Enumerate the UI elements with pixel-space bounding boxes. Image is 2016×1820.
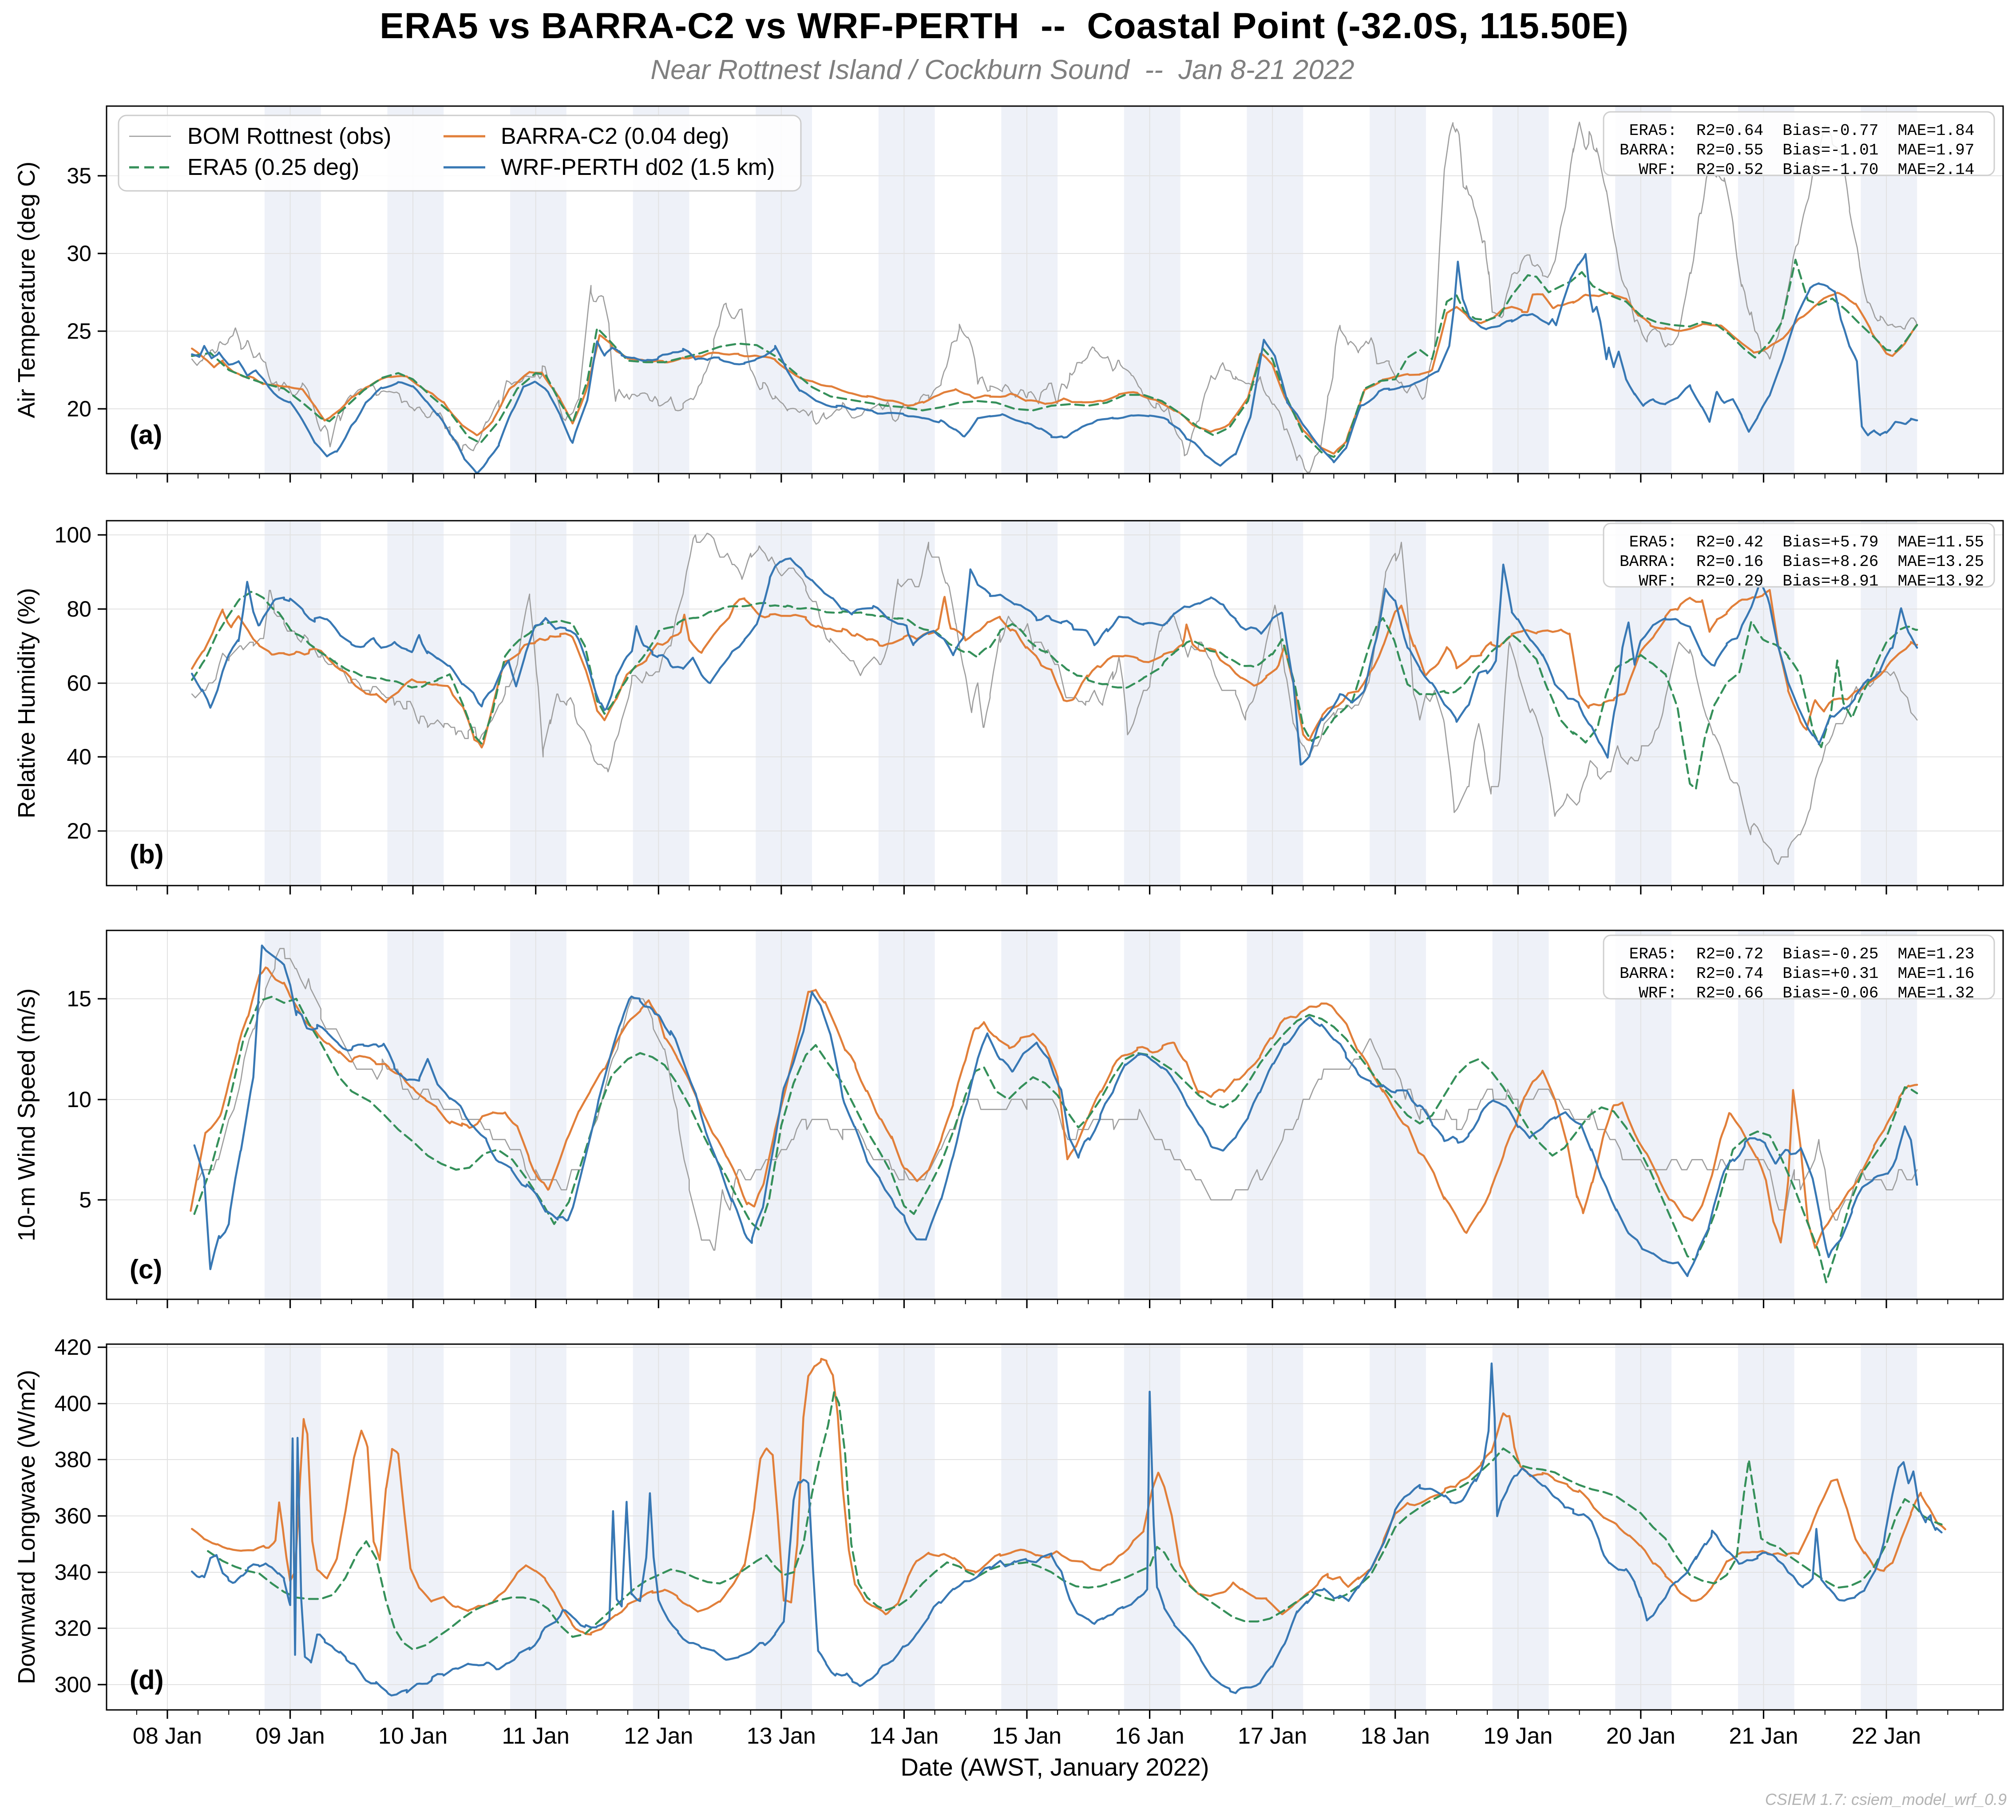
svg-text:08 Jan: 08 Jan [133, 1723, 202, 1749]
svg-text:CSIEM 1.7: csiem_model_wrf_0.9: CSIEM 1.7: csiem_model_wrf_0.9 [1765, 1790, 2007, 1808]
svg-text:17 Jan: 17 Jan [1238, 1723, 1307, 1749]
svg-text:(d): (d) [130, 1665, 164, 1695]
svg-text:80: 80 [67, 597, 91, 621]
svg-text:10-m Wind Speed (m/s): 10-m Wind Speed (m/s) [13, 988, 40, 1241]
svg-text:20 Jan: 20 Jan [1606, 1723, 1675, 1749]
svg-text:420: 420 [55, 1335, 91, 1360]
svg-text:BOM Rottnest (obs): BOM Rottnest (obs) [187, 123, 391, 149]
svg-text:Relative Humidity (%): Relative Humidity (%) [13, 588, 40, 818]
svg-text:(b): (b) [130, 839, 164, 869]
svg-text:40: 40 [67, 744, 91, 769]
svg-text:13 Jan: 13 Jan [747, 1723, 816, 1749]
svg-text:BARRA: R2=0.55 Bias=-1.01 M: BARRA: R2=0.55 Bias=-1.01 MAE=1.97 [1620, 141, 1974, 159]
svg-text:WRF: R2=0.66 Bias=-0.06 MAE: WRF: R2=0.66 Bias=-0.06 MAE=1.32 [1620, 984, 1974, 1002]
svg-text:(a): (a) [130, 420, 162, 450]
svg-text:BARRA-C2 (0.04 deg): BARRA-C2 (0.04 deg) [501, 123, 729, 149]
svg-text:19 Jan: 19 Jan [1483, 1723, 1553, 1749]
svg-text:320: 320 [55, 1616, 91, 1641]
svg-text:WRF: R2=0.29 Bias=+8.91 MAE: WRF: R2=0.29 Bias=+8.91 MAE=13.92 [1620, 572, 1984, 590]
svg-text:100: 100 [55, 522, 91, 547]
svg-text:360: 360 [55, 1503, 91, 1528]
svg-text:14 Jan: 14 Jan [869, 1723, 939, 1749]
svg-text:ERA5 vs BARRA-C2 vs WRF-PERTH: ERA5 vs BARRA-C2 vs WRF-PERTH -- Coastal… [380, 6, 1629, 46]
svg-text:BARRA: R2=0.74 Bias=+0.31 M: BARRA: R2=0.74 Bias=+0.31 MAE=1.16 [1620, 965, 1974, 983]
svg-text:ERA5: R2=0.42 Bias=+5.79 MA: ERA5: R2=0.42 Bias=+5.79 MAE=11.55 [1620, 533, 1984, 551]
svg-text:10: 10 [67, 1087, 91, 1112]
svg-text:340: 340 [55, 1560, 91, 1585]
svg-text:20: 20 [67, 396, 91, 421]
svg-text:Date (AWST, January 2022): Date (AWST, January 2022) [900, 1753, 1209, 1781]
svg-text:ERA5: R2=0.64 Bias=-0.77 MA: ERA5: R2=0.64 Bias=-0.77 MAE=1.84 [1620, 122, 1974, 140]
svg-text:60: 60 [67, 671, 91, 696]
svg-text:10 Jan: 10 Jan [378, 1723, 448, 1749]
svg-text:Air Temperature (deg C): Air Temperature (deg C) [13, 162, 40, 418]
svg-text:21 Jan: 21 Jan [1729, 1723, 1798, 1749]
svg-text:(c): (c) [130, 1254, 162, 1284]
svg-text:ERA5 (0.25 deg): ERA5 (0.25 deg) [187, 154, 359, 180]
svg-text:35: 35 [67, 163, 91, 188]
svg-text:15 Jan: 15 Jan [992, 1723, 1061, 1749]
svg-text:25: 25 [67, 319, 91, 344]
svg-text:BARRA: R2=0.16 Bias=+8.26 M: BARRA: R2=0.16 Bias=+8.26 MAE=13.25 [1620, 553, 1984, 571]
svg-text:Downward Longwave (W/m2): Downward Longwave (W/m2) [13, 1370, 40, 1684]
svg-text:20: 20 [67, 819, 91, 843]
svg-text:22 Jan: 22 Jan [1852, 1723, 1921, 1749]
svg-text:380: 380 [55, 1447, 91, 1472]
svg-text:400: 400 [55, 1391, 91, 1416]
svg-text:300: 300 [55, 1672, 91, 1697]
svg-text:12 Jan: 12 Jan [624, 1723, 693, 1749]
svg-text:ERA5: R2=0.72 Bias=-0.25 MA: ERA5: R2=0.72 Bias=-0.25 MAE=1.23 [1620, 945, 1974, 963]
svg-text:09 Jan: 09 Jan [256, 1723, 325, 1749]
svg-text:15: 15 [67, 986, 91, 1011]
svg-text:16 Jan: 16 Jan [1115, 1723, 1184, 1749]
svg-text:5: 5 [79, 1187, 91, 1212]
svg-text:Near Rottnest Island / Cockbur: Near Rottnest Island / Cockburn Sound --… [650, 55, 1354, 85]
svg-text:11 Jan: 11 Jan [502, 1723, 570, 1749]
svg-text:18 Jan: 18 Jan [1361, 1723, 1430, 1749]
svg-text:WRF-PERTH d02 (1.5 km): WRF-PERTH d02 (1.5 km) [501, 154, 775, 180]
svg-text:WRF: R2=0.52 Bias=-1.70 MAE: WRF: R2=0.52 Bias=-1.70 MAE=2.14 [1620, 161, 1974, 179]
svg-text:30: 30 [67, 241, 91, 266]
